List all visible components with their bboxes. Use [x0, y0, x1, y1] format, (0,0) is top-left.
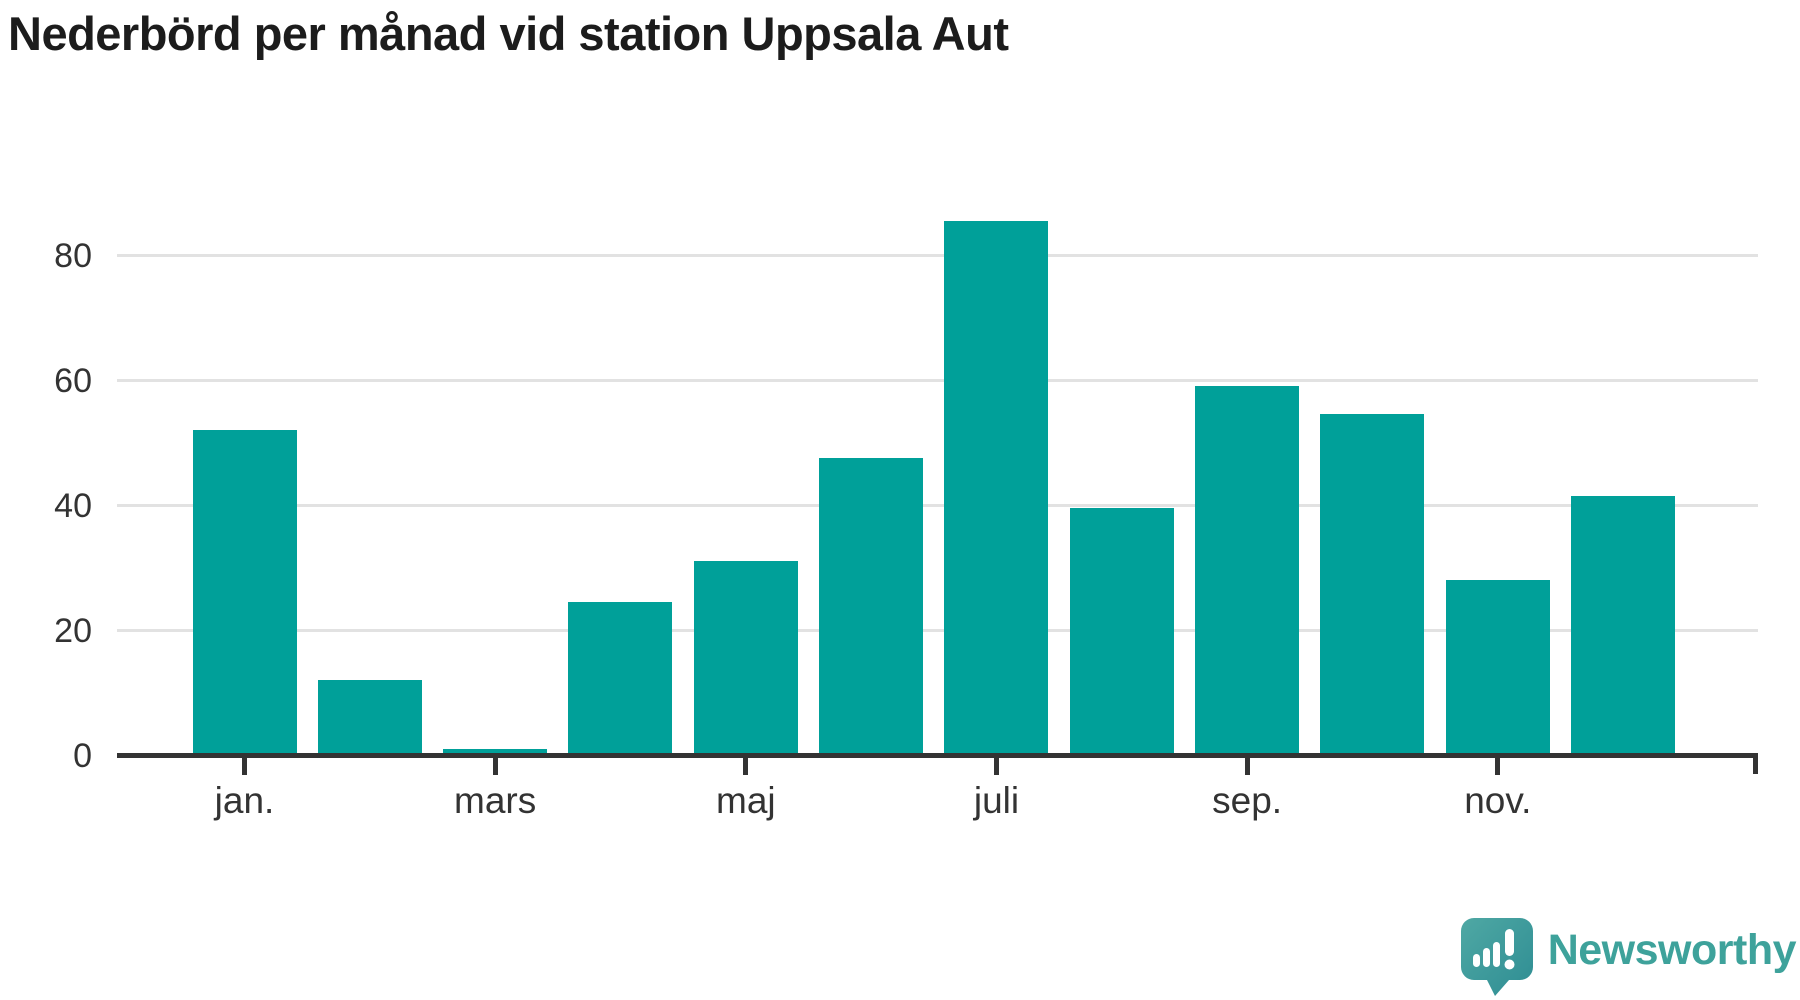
x-tick-sep. [1244, 758, 1250, 775]
gridline-60 [117, 379, 1758, 382]
x-tick-label-mars: mars [454, 780, 537, 821]
y-tick-label-80: 80 [54, 237, 92, 275]
bar-jan. [192, 430, 297, 756]
bar-apr. [568, 601, 673, 756]
newsworthy-logo: Newsworthy [1460, 918, 1797, 996]
gridline-40 [117, 504, 1758, 507]
bar-okt. [1320, 414, 1425, 756]
bar-juli [944, 220, 1049, 756]
gridline-20 [117, 629, 1758, 632]
x-tick-label-jan.: jan. [214, 780, 275, 821]
gridline-80 [117, 254, 1758, 257]
x-tick-mars [492, 758, 498, 775]
x-tick-jan. [242, 758, 247, 775]
x-tick-label-nov.: nov. [1464, 780, 1532, 821]
bar-aug. [1069, 508, 1174, 756]
y-tick-label-40: 40 [54, 487, 92, 525]
bar-maj [693, 561, 798, 756]
y-tick-label-0: 0 [73, 737, 92, 775]
x-tick-juli [993, 758, 999, 775]
x-tick-label-maj: maj [716, 780, 776, 821]
y-tick-label-60: 60 [54, 362, 92, 400]
x-tick-nov. [1495, 758, 1501, 775]
x-tick-label-sep.: sep. [1212, 780, 1283, 821]
bar-juni [819, 458, 924, 756]
x-tick-label-juli: juli [973, 780, 1020, 821]
newsworthy-logo-icon [1460, 918, 1533, 996]
y-tick-label-20: 20 [54, 612, 92, 650]
bar-sep. [1195, 386, 1300, 756]
chart-title: Nederbörd per månad vid station Uppsala … [8, 7, 1009, 60]
bar-nov. [1445, 580, 1550, 756]
bar-mars [443, 748, 548, 756]
bar-feb. [317, 680, 422, 756]
x-tick-maj [743, 758, 749, 775]
newsworthy-logo-text: Newsworthy [1547, 925, 1797, 974]
bar-dec. [1571, 495, 1676, 756]
x-axis-end-cap [1753, 753, 1758, 774]
x-axis-line [117, 753, 1758, 758]
